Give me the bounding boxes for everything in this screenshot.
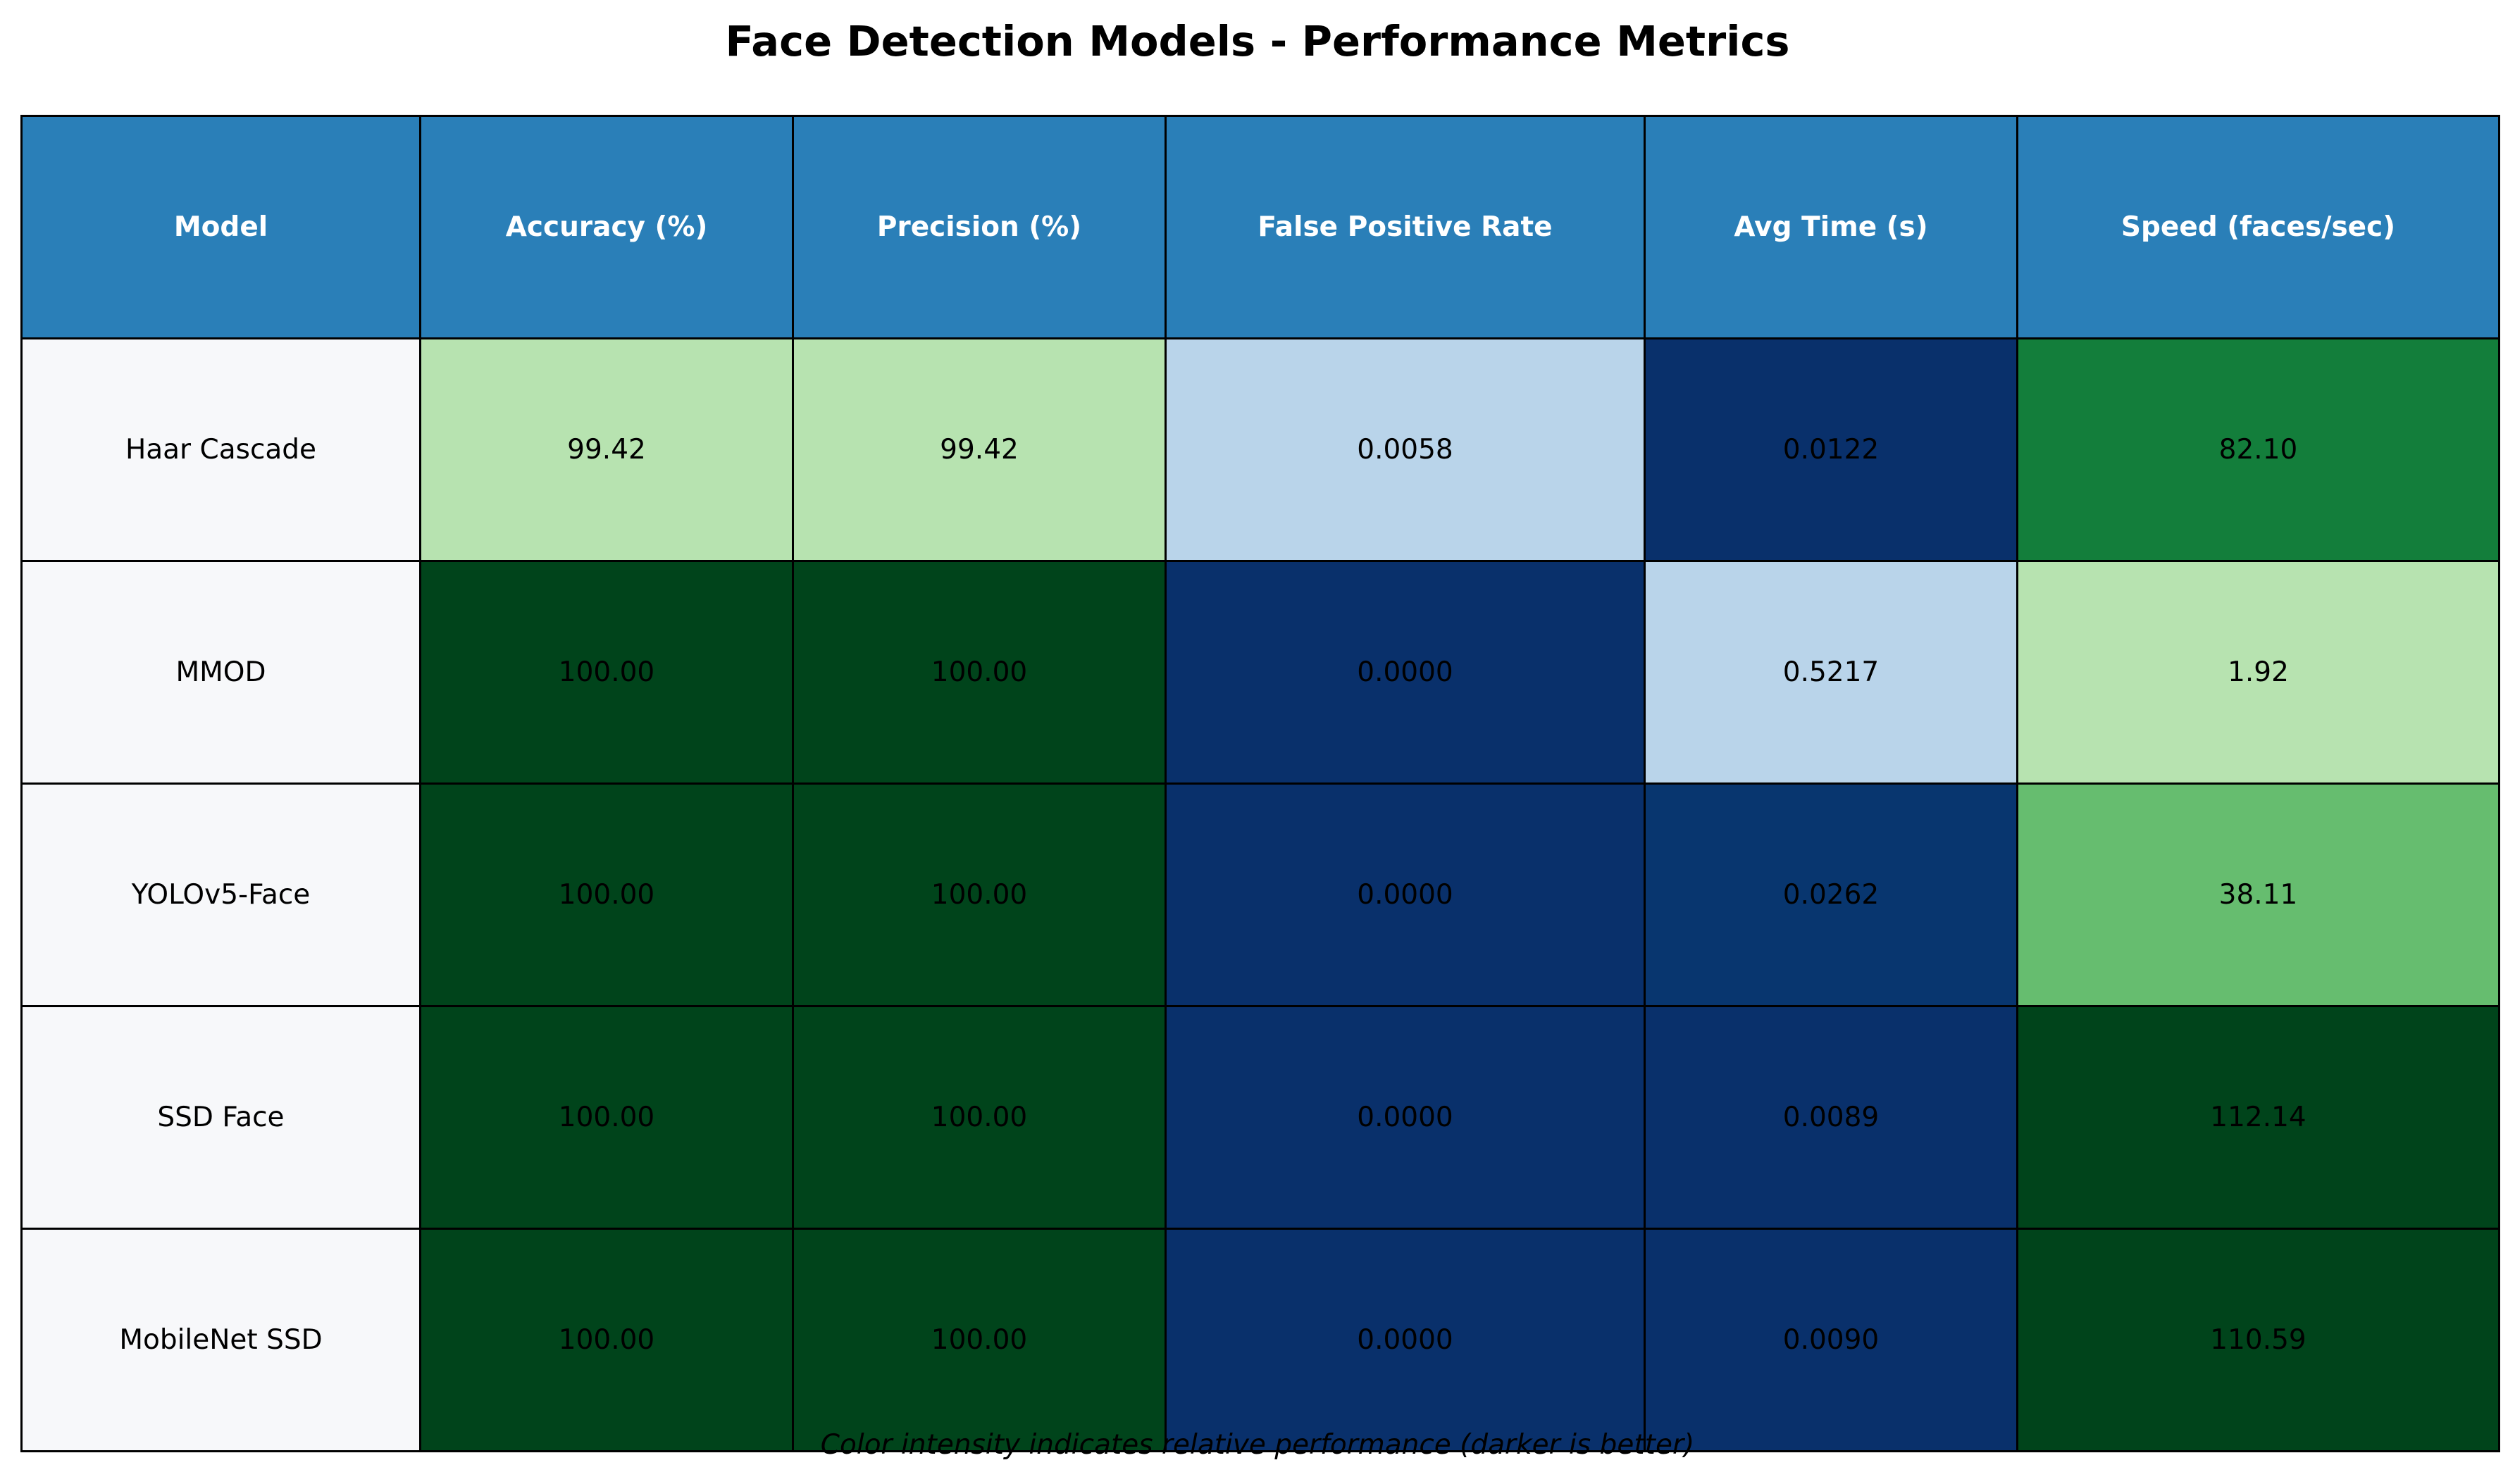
- precision-cell: 100.00: [792, 1005, 1167, 1230]
- precision-cell: 100.00: [792, 560, 1167, 785]
- avg-time-cell: 0.0089: [1644, 1005, 2018, 1230]
- model-cell-mobilenet-ssd: MobileNet SSD: [20, 1228, 421, 1452]
- table-row: YOLOv5-Face 100.00 100.00 0.0000 0.0262 …: [20, 782, 2500, 1007]
- avg-time-cell: 0.0262: [1644, 782, 2018, 1007]
- false-positive-rate-cell: 0.0000: [1165, 560, 1646, 785]
- header-cell-speed: Speed (faces/sec): [2016, 115, 2500, 339]
- header-cell-avg-time: Avg Time (s): [1644, 115, 2018, 339]
- avg-time-cell: 0.5217: [1644, 560, 2018, 785]
- table-row: Haar Cascade 99.42 99.42 0.0058 0.0122 8…: [20, 337, 2500, 562]
- accuracy-cell: 100.00: [419, 782, 794, 1007]
- precision-cell: 100.00: [792, 782, 1167, 1007]
- speed-cell: 112.14: [2016, 1005, 2500, 1230]
- false-positive-rate-cell: 0.0058: [1165, 337, 1646, 562]
- false-positive-rate-cell: 0.0000: [1165, 1228, 1646, 1452]
- table-row: MMOD 100.00 100.00 0.0000 0.5217 1.92: [20, 560, 2500, 785]
- metrics-table: Model Accuracy (%) Precision (%) False P…: [20, 115, 2500, 1452]
- avg-time-cell: 0.0090: [1644, 1228, 2018, 1452]
- accuracy-cell: 100.00: [419, 1228, 794, 1452]
- table-row: SSD Face 100.00 100.00 0.0000 0.0089 112…: [20, 1005, 2500, 1230]
- false-positive-rate-cell: 0.0000: [1165, 1005, 1646, 1230]
- header-cell-accuracy: Accuracy (%): [419, 115, 794, 339]
- footnote: Color intensity indicates relative perfo…: [820, 1429, 1695, 1461]
- avg-time-cell: 0.0122: [1644, 337, 2018, 562]
- model-cell-ssd-face: SSD Face: [20, 1005, 421, 1230]
- table-row: MobileNet SSD 100.00 100.00 0.0000 0.009…: [20, 1228, 2500, 1452]
- speed-cell: 110.59: [2016, 1228, 2500, 1452]
- model-cell-haar-cascade: Haar Cascade: [20, 337, 421, 562]
- speed-cell: 1.92: [2016, 560, 2500, 785]
- header-row: Model Accuracy (%) Precision (%) False P…: [20, 115, 2500, 339]
- header-cell-false-positive-rate: False Positive Rate: [1165, 115, 1646, 339]
- precision-cell: 99.42: [792, 337, 1167, 562]
- accuracy-cell: 100.00: [419, 560, 794, 785]
- header-cell-precision: Precision (%): [792, 115, 1167, 339]
- accuracy-cell: 100.00: [419, 1005, 794, 1230]
- speed-cell: 82.10: [2016, 337, 2500, 562]
- model-cell-mmod: MMOD: [20, 560, 421, 785]
- chart-title: Face Detection Models - Performance Metr…: [725, 17, 1790, 66]
- accuracy-cell: 99.42: [419, 337, 794, 562]
- model-cell-yolov5-face: YOLOv5-Face: [20, 782, 421, 1007]
- header-cell-model: Model: [20, 115, 421, 339]
- precision-cell: 100.00: [792, 1228, 1167, 1452]
- speed-cell: 38.11: [2016, 782, 2500, 1007]
- false-positive-rate-cell: 0.0000: [1165, 782, 1646, 1007]
